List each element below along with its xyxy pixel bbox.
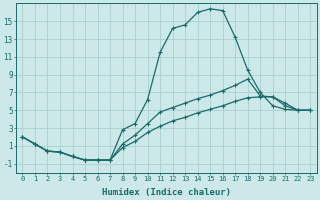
X-axis label: Humidex (Indice chaleur): Humidex (Indice chaleur)	[102, 188, 231, 197]
